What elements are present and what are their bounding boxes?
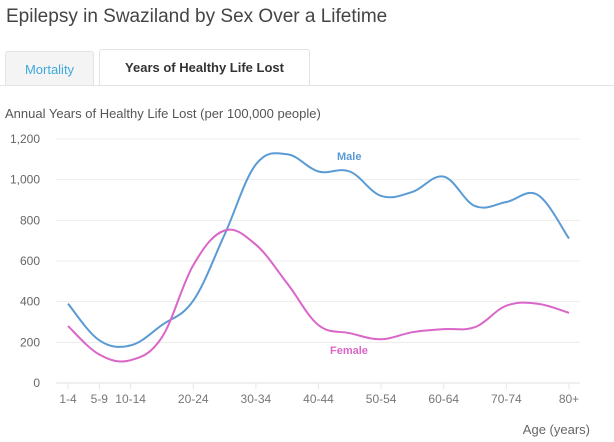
x-tick-label: 30-34	[241, 392, 272, 406]
x-tick-label: 80+	[559, 392, 579, 406]
x-tick-label: 40-44	[303, 392, 334, 406]
series-label-male: Male	[337, 151, 361, 163]
chart-title: Annual Years of Healthy Life Lost (per 1…	[5, 106, 321, 121]
x-tick-label: 20-24	[178, 392, 209, 406]
page-title: Epilepsy in Swaziland by Sex Over a Life…	[6, 6, 388, 27]
y-axis-ticks: 0 200 400 600 800 1,000 1,200	[10, 132, 40, 390]
series-line-male	[67, 152, 570, 348]
y-tick-label: 1,200	[10, 132, 40, 146]
y-tick-label: 600	[20, 254, 40, 268]
y-tick-label: 0	[33, 376, 40, 390]
x-tick-label: 1-4	[59, 392, 77, 406]
x-tick-label: 5-9	[91, 392, 109, 406]
x-tick-label: 50-54	[366, 392, 397, 406]
x-axis-ticks: 1-4 5-9 10-14 20-24 30-34 40-44 50-54 60-64 70-7…	[59, 383, 579, 406]
tab-mortality[interactable]: Mortality	[5, 51, 94, 85]
x-tick-label: 10-14	[115, 392, 146, 406]
gridlines	[56, 138, 580, 384]
y-tick-label: 1,000	[10, 173, 40, 187]
series-line-female	[67, 228, 570, 363]
y-tick-label: 400	[20, 295, 40, 309]
series-label-female: Female	[330, 345, 368, 357]
tab-bar: Mortality Years of Healthy Life Lost	[0, 49, 614, 86]
series-lines	[67, 152, 570, 363]
y-tick-label: 200	[20, 335, 40, 349]
y-tick-label: 800	[20, 213, 40, 227]
x-tick-label: 70-74	[491, 392, 522, 406]
x-axis-label: Age (years)	[523, 422, 590, 437]
tab-years-of-healthy-life-lost[interactable]: Years of Healthy Life Lost	[99, 49, 310, 85]
x-tick-label: 60-64	[428, 392, 459, 406]
